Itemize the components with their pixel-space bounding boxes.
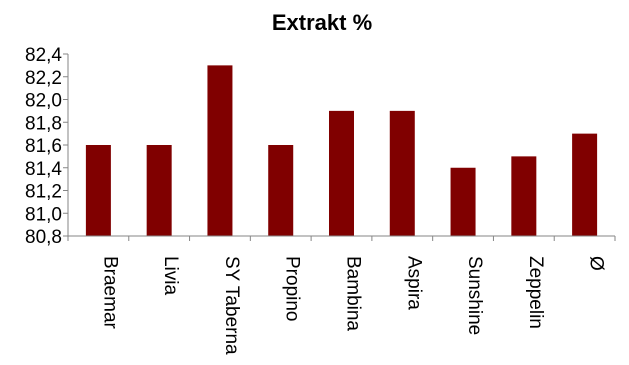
x-category-label: Braemar	[99, 256, 120, 330]
y-tick-label: 82,2	[25, 68, 62, 89]
chart-title: Extrakt %	[272, 10, 372, 35]
y-axis-ticks: 80,881,081,281,481,681,882,082,282,4	[25, 45, 68, 248]
bar-bambina	[329, 110, 354, 236]
x-category-label: Livia	[160, 256, 181, 296]
y-tick-label: 81,4	[25, 159, 62, 180]
x-category-label: Bambina	[343, 256, 364, 331]
x-category-label: Zeppelin	[525, 256, 546, 329]
bar-livia	[146, 145, 172, 236]
y-tick-label: 82,0	[25, 91, 62, 112]
y-tick-label: 81,0	[25, 204, 62, 225]
x-category-label: SY Taberna	[221, 256, 242, 355]
x-category-label: Propino	[282, 256, 303, 322]
bars-group	[85, 65, 598, 236]
y-tick-label: 82,4	[25, 45, 62, 66]
bar-aspira	[389, 110, 415, 236]
bar-braemar	[85, 145, 111, 236]
x-axis-ticks	[67, 236, 616, 241]
y-tick-label: 80,8	[25, 227, 62, 248]
x-category-label: Ø	[586, 256, 607, 271]
x-category-label: Aspira	[403, 256, 424, 310]
x-axis-labels: Braemar Livia SY Taberna Propino Bambina Aspi…	[99, 256, 606, 355]
y-tick-label: 81,2	[25, 182, 62, 203]
bar-sunshine	[450, 167, 476, 236]
x-category-label: Sunshine	[464, 256, 485, 335]
bar-sy-taberna	[207, 65, 233, 236]
bar-zeppelin	[511, 156, 537, 236]
y-tick-label: 81,8	[25, 113, 62, 134]
bar--	[572, 133, 598, 236]
bar-propino	[268, 145, 294, 236]
y-tick-label: 81,6	[25, 136, 62, 157]
